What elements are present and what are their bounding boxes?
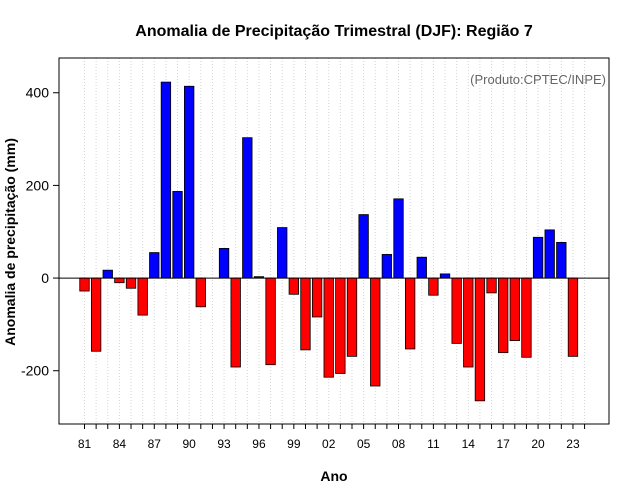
bar-2001 xyxy=(311,277,323,318)
y-tick-label-200: 200 xyxy=(26,177,50,193)
plot-frame xyxy=(58,57,610,425)
x-tick-label-1990: 90 xyxy=(182,437,196,451)
bar-2000 xyxy=(300,277,311,351)
x-axis: 81 84 87 90 93 96 99 02 05 08 11 14 17 20 23 xyxy=(78,424,586,451)
x-tick-label-1981: 81 xyxy=(78,437,92,451)
source-annotation: (Produto:CPTEC/INPE) xyxy=(470,72,606,87)
bar-2006 xyxy=(370,277,381,387)
bar-2014 xyxy=(463,277,474,368)
bar-2012 xyxy=(439,273,451,279)
chart-title: Anomalia de Precipitação Trimestral (DJF… xyxy=(135,23,533,40)
y-tick-label-0: 0 xyxy=(41,270,49,286)
bar-2013 xyxy=(451,277,462,344)
x-tick-label-1999: 99 xyxy=(287,437,301,451)
bar-1998 xyxy=(277,227,288,279)
bar-1984 xyxy=(114,277,125,284)
y-axis-label: Anomalia de precipitação (mm) xyxy=(2,138,18,346)
y-tick-label-400: 400 xyxy=(26,85,50,101)
bar-2021 xyxy=(544,229,555,279)
bar-1999 xyxy=(288,277,299,295)
x-tick-label-2002: 02 xyxy=(322,437,336,451)
bar-2005 xyxy=(358,214,369,279)
x-tick-label-2011: 11 xyxy=(427,437,440,451)
bar-2003 xyxy=(335,277,346,374)
x-tick-label-2020: 20 xyxy=(531,437,545,451)
x-axis-label: Ano xyxy=(320,468,347,484)
bar-1991 xyxy=(195,277,206,308)
x-tick-label-1996: 96 xyxy=(252,437,266,451)
bar-1993 xyxy=(218,248,230,279)
bar-1989 xyxy=(172,191,183,279)
bar-2004 xyxy=(346,277,358,357)
x-tick-label-2014: 14 xyxy=(462,437,476,451)
bar-1987 xyxy=(149,252,160,279)
bar-2010 xyxy=(416,256,427,279)
bar-1988 xyxy=(160,81,172,279)
x-tick-label-2008: 08 xyxy=(392,437,406,451)
bars xyxy=(79,81,579,402)
bar-2015 xyxy=(474,277,486,402)
bar-1990 xyxy=(184,85,195,279)
bar-1982 xyxy=(90,277,102,352)
x-tick-label-2017: 17 xyxy=(497,437,511,451)
bar-2008 xyxy=(393,198,404,279)
bar-2011 xyxy=(428,277,439,296)
bar-2009 xyxy=(404,277,416,350)
y-tick-label--200: -200 xyxy=(21,363,49,379)
bar-2002 xyxy=(323,277,334,378)
bar-2023 xyxy=(567,277,579,357)
x-tick-label-1987: 87 xyxy=(148,437,162,451)
bar-1983 xyxy=(102,269,113,279)
y-axis: -200 0 200 400 xyxy=(21,85,59,379)
bar-2019 xyxy=(521,277,532,358)
bar-2007 xyxy=(381,254,393,279)
x-tick-label-2005: 05 xyxy=(357,437,371,451)
bar-2018 xyxy=(509,277,520,342)
bar-1981 xyxy=(79,277,90,292)
bar-2022 xyxy=(556,241,567,279)
bar-1997 xyxy=(265,277,276,366)
bar-1994 xyxy=(230,277,241,368)
bar-2016 xyxy=(486,277,497,294)
bar-2020 xyxy=(532,236,544,279)
grid xyxy=(84,58,586,424)
x-tick-label-2023: 23 xyxy=(566,437,580,451)
x-tick-label-1984: 84 xyxy=(113,437,127,451)
bar-1985 xyxy=(125,277,137,289)
bar-1986 xyxy=(137,277,148,316)
bar-1995 xyxy=(242,137,253,279)
x-tick-label-1993: 93 xyxy=(217,437,231,451)
bar-2017 xyxy=(498,277,509,354)
